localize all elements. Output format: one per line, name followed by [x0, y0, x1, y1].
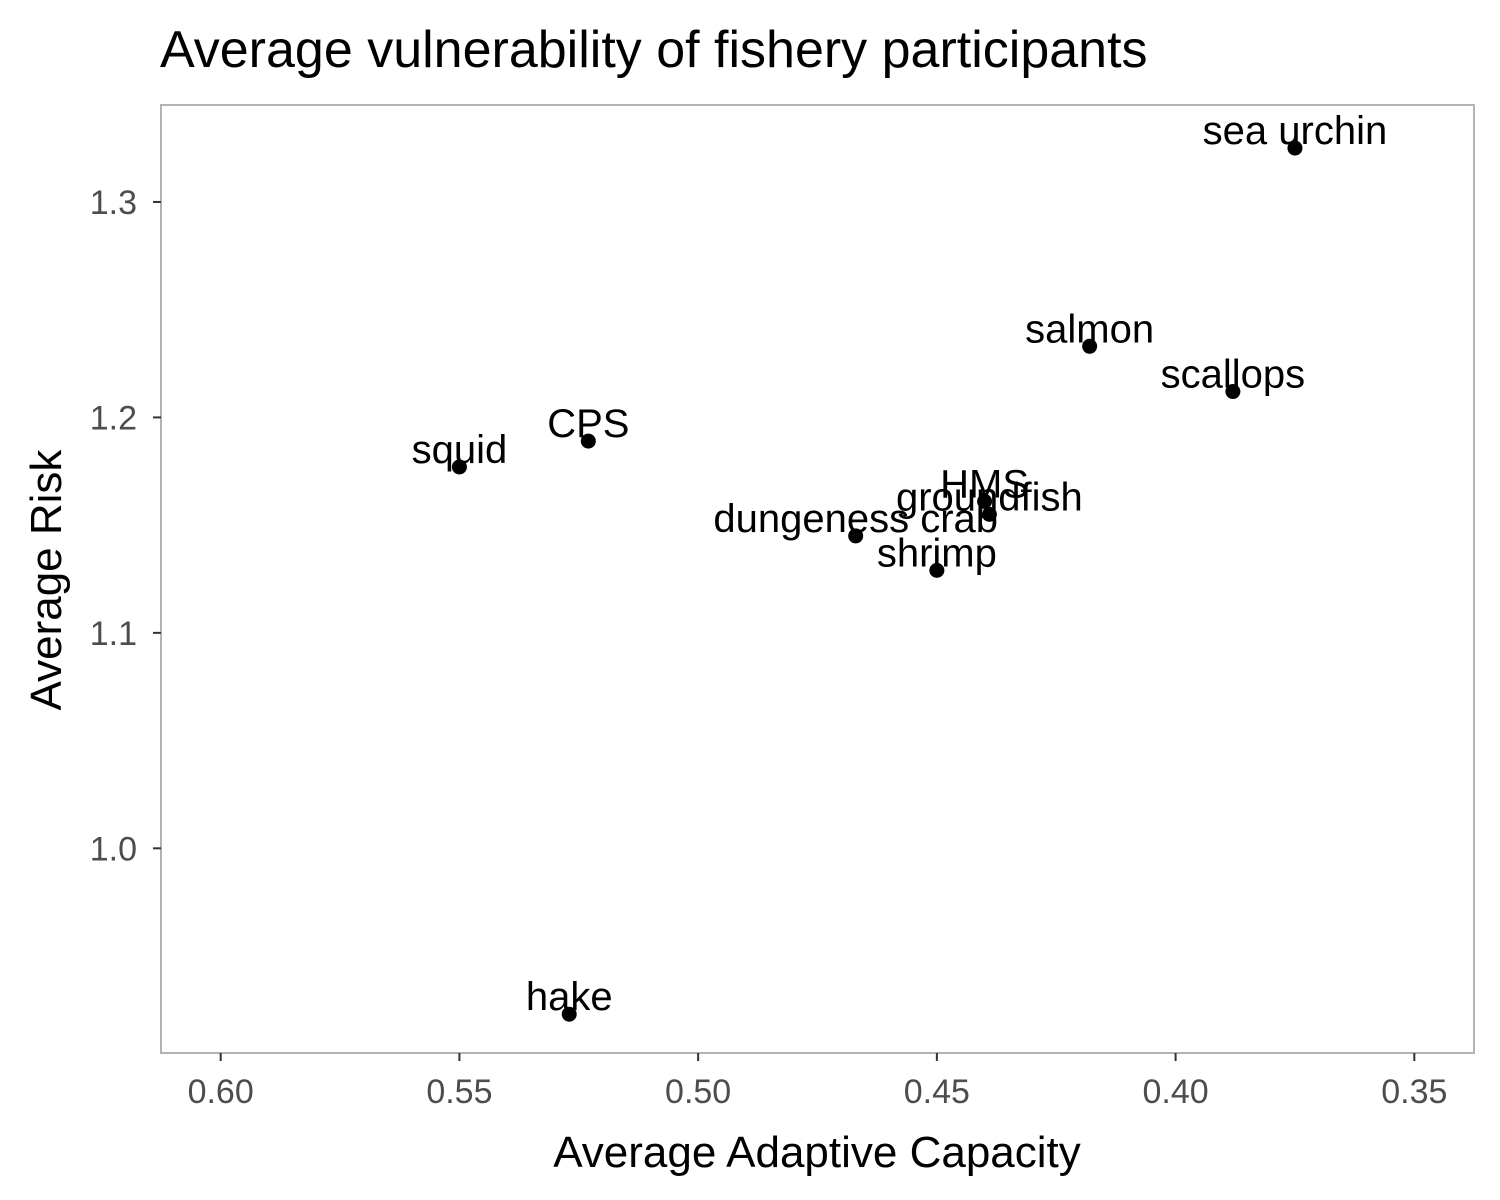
data-label: groundfish: [896, 475, 1083, 519]
data-point: [977, 493, 993, 509]
data-point: [929, 562, 945, 578]
y-tick-label: 1.3: [90, 184, 137, 222]
data-point: [848, 528, 864, 544]
data-label: scallops: [1161, 353, 1306, 397]
data-label: salmon: [1025, 307, 1154, 351]
data-label: shrimp: [877, 531, 997, 575]
x-tick-label: 0.40: [1142, 1073, 1208, 1111]
chart-title: Average vulnerability of fishery partici…: [160, 21, 1148, 79]
data-point: [580, 433, 596, 449]
data-points: [451, 140, 1303, 1022]
y-tick-label: 1.1: [90, 615, 137, 653]
y-tick-label: 1.2: [90, 399, 137, 437]
x-axis: 0.60 0.55 0.50 0.45 0.40 0.35: [188, 1053, 1447, 1111]
data-label: CPS: [547, 402, 629, 446]
y-axis-title: Average Risk: [22, 449, 71, 711]
data-label: sea urchin: [1203, 109, 1388, 153]
data-label: hake: [526, 975, 613, 1019]
x-tick-label: 0.50: [665, 1073, 731, 1111]
data-point: [1225, 384, 1241, 400]
x-tick-label: 0.55: [426, 1073, 492, 1111]
x-tick-label: 0.35: [1381, 1073, 1447, 1111]
data-point: [1287, 140, 1303, 156]
x-axis-title: Average Adaptive Capacity: [553, 1128, 1081, 1177]
y-tick-label: 1.0: [90, 830, 137, 868]
data-point: [981, 506, 997, 522]
data-point: [561, 1006, 577, 1022]
plot-panel-border: [160, 104, 1475, 1054]
data-point: [451, 459, 467, 475]
data-label: HMS: [940, 462, 1029, 506]
data-label: dungeness crab: [713, 497, 998, 541]
y-axis: 1.0 1.1 1.2 1.3: [90, 184, 161, 868]
x-tick-label: 0.45: [904, 1073, 970, 1111]
data-point: [1082, 338, 1098, 354]
data-label: squid: [412, 428, 508, 472]
x-tick-label: 0.60: [188, 1073, 254, 1111]
